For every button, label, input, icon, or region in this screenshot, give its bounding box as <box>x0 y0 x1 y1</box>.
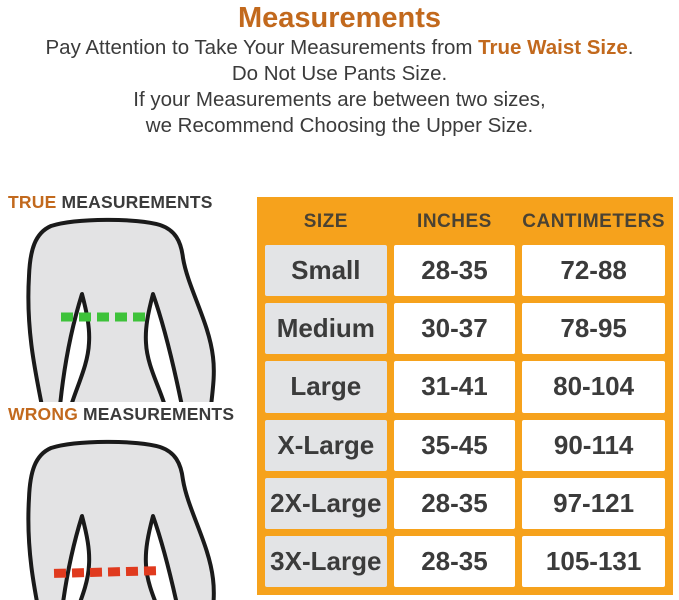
true-measurements-label: TRUE MEASUREMENTS <box>8 192 213 213</box>
inches-cell: 31-41 <box>393 361 516 413</box>
wrong-label-text: MEASUREMENTS <box>83 404 235 424</box>
centimeters-cell: 80-104 <box>522 361 665 413</box>
intro-line-1-period: . <box>627 36 634 59</box>
inches-cell: 28-35 <box>393 245 516 297</box>
centimeters-cell: 105-131 <box>522 535 665 587</box>
header-cell-centimeters: CANTIMETERS <box>522 210 665 232</box>
inches-cell: 35-45 <box>393 419 516 471</box>
intro-line-1: Pay Attention to Take Your Measurements … <box>0 35 679 61</box>
wrong-measurements-label: WRONG MEASUREMENTS <box>8 404 234 425</box>
size-cell: Small <box>265 245 387 297</box>
centimeters-cell: 90-114 <box>522 419 665 471</box>
true-label-highlight: TRUE <box>8 192 57 212</box>
size-cell: X-Large <box>265 419 387 471</box>
intro-line-2: Do Not Use Pants Size. <box>231 62 448 85</box>
inches-cell: 30-37 <box>393 303 516 355</box>
intro-line-4: we Recommend Choosing the Upper Size. <box>145 114 534 137</box>
true-waist-size-highlight: True Waist Size <box>478 36 628 59</box>
size-cell: 3X-Large <box>265 535 387 587</box>
torso-silhouette <box>26 217 216 402</box>
torso-illustration-wrong <box>26 439 216 600</box>
intro-text: Pay Attention to Take Your Measurements … <box>0 35 679 139</box>
header-cell-inches: INCHES <box>417 210 492 232</box>
page-title: Measurements <box>237 2 442 34</box>
torso-figure-wrong <box>16 438 221 600</box>
inches-cell: 28-35 <box>393 535 516 587</box>
wrong-label-highlight: WRONG <box>8 404 79 424</box>
torso-figure-true <box>16 216 221 402</box>
size-cell: Medium <box>265 303 387 355</box>
intro-line-1-text: Pay Attention to Take Your Measurements … <box>45 36 479 59</box>
torso-illustration-true <box>26 217 216 402</box>
true-label-text: MEASUREMENTS <box>61 192 213 212</box>
size-cell: Large <box>265 361 387 413</box>
centimeters-cell: 72-88 <box>522 245 665 297</box>
intro-line-3: If your Measurements are between two siz… <box>133 88 546 111</box>
torso-silhouette <box>26 439 216 600</box>
centimeters-cell: 78-95 <box>522 303 665 355</box>
header-cell-size: SIZE <box>303 210 348 232</box>
hip-measurement-line-red <box>53 566 163 578</box>
header: Measurements Pay Attention to Take Your … <box>0 0 679 139</box>
centimeters-cell: 97-121 <box>522 477 665 529</box>
size-cell: 2X-Large <box>265 477 387 529</box>
size-table: SIZE INCHES CANTIMETERS Small 28-35 72-8… <box>257 197 673 595</box>
inches-cell: 28-35 <box>393 477 516 529</box>
